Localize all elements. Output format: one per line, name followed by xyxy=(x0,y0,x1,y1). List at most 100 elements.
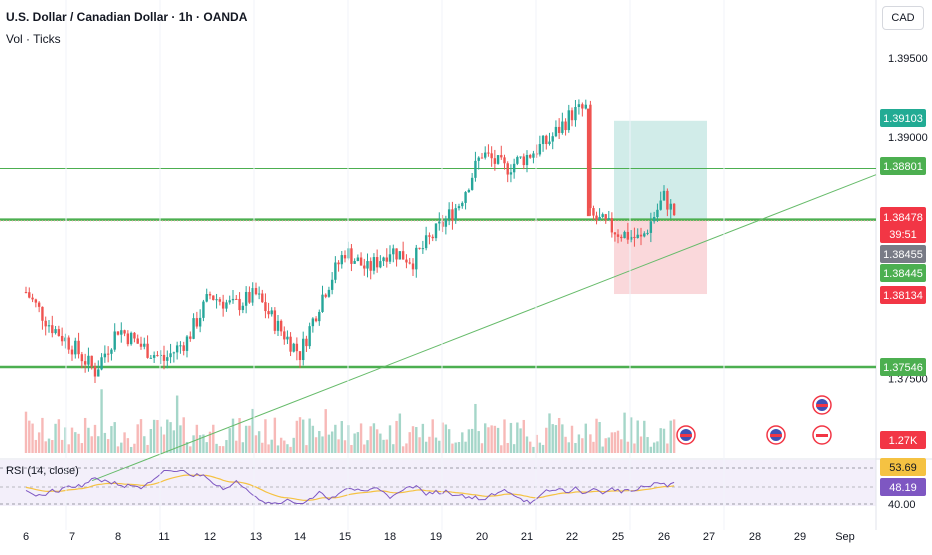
volume-bar xyxy=(231,418,235,453)
volume-bar xyxy=(379,433,382,453)
volume-bar xyxy=(302,419,305,453)
rsi-value-bg xyxy=(880,478,926,496)
candle-up xyxy=(525,155,529,166)
volume-bar xyxy=(311,425,315,453)
us-event-flag-1[interactable] xyxy=(676,425,696,445)
candle-up xyxy=(519,156,522,158)
candle-up xyxy=(607,218,610,220)
volume-bar xyxy=(340,421,343,453)
candle-down xyxy=(418,247,421,249)
flag-stripe xyxy=(770,434,782,437)
candle-down xyxy=(613,232,617,235)
x-axis-label-7: 7 xyxy=(69,531,75,543)
volume-bar xyxy=(633,443,636,453)
volume-bar xyxy=(375,429,379,453)
candle-up xyxy=(327,289,331,297)
volume-bar xyxy=(363,444,366,453)
candle-down xyxy=(529,155,532,158)
candle-up xyxy=(257,293,261,295)
volume-bar xyxy=(428,436,431,453)
x-axis-label-Sep: Sep xyxy=(835,531,855,543)
candle-down xyxy=(493,158,497,164)
resistance-label-bg xyxy=(880,157,926,175)
volume-bar xyxy=(324,409,327,453)
candle-up xyxy=(532,153,535,158)
candle-down xyxy=(90,355,93,367)
candle-up xyxy=(474,160,477,178)
volume-bar xyxy=(454,442,457,453)
volume-bar xyxy=(74,432,77,453)
volume-bar xyxy=(31,423,34,453)
volume-bar xyxy=(570,425,574,453)
candle-up xyxy=(241,305,245,311)
candle-up xyxy=(318,311,321,322)
volume-bar xyxy=(636,420,639,453)
currency-button[interactable]: CAD xyxy=(882,6,924,30)
volume-bar xyxy=(424,441,428,453)
stop-loss-label: 1.38134 xyxy=(883,290,923,302)
x-axis-label-21: 21 xyxy=(521,531,533,543)
rsi-ma-line xyxy=(25,474,675,502)
volume-bar xyxy=(623,412,626,453)
volume-bar xyxy=(143,436,146,453)
candle-up xyxy=(512,163,516,173)
volume-bar xyxy=(525,436,529,453)
candle-down xyxy=(405,259,408,263)
volume-bar xyxy=(103,432,107,453)
candle-down xyxy=(279,320,283,332)
candle-up xyxy=(656,209,659,218)
candle-down xyxy=(592,208,595,216)
event-flags[interactable] xyxy=(676,395,832,445)
candle-down xyxy=(24,292,28,294)
volume-bar xyxy=(662,428,666,453)
volume-bar xyxy=(461,432,464,453)
volume-bar xyxy=(314,437,318,453)
volume-bar xyxy=(604,438,607,453)
candle-down xyxy=(503,157,506,164)
volume-bar xyxy=(509,422,513,453)
horizontal-levels[interactable] xyxy=(0,168,877,482)
candle-up xyxy=(470,177,474,190)
candle-down xyxy=(44,320,47,327)
flag-stripe xyxy=(816,434,828,437)
candle-up xyxy=(467,189,471,193)
volume-bar xyxy=(90,436,93,453)
us-event-flag-2[interactable] xyxy=(766,425,786,445)
candle-up xyxy=(541,135,545,145)
candle-up xyxy=(649,221,653,233)
volume-bar xyxy=(395,420,398,453)
volume-bar xyxy=(561,424,564,453)
volume-bar xyxy=(441,422,444,453)
candle-up xyxy=(292,343,295,352)
x-axis-label-26: 26 xyxy=(658,531,670,543)
volume-last-label-bg xyxy=(880,431,926,449)
candle-down xyxy=(570,110,574,121)
candle-up xyxy=(302,338,305,361)
volume-bar xyxy=(672,419,676,453)
volume-bar xyxy=(554,425,558,453)
candle-up xyxy=(629,236,633,240)
candle-down xyxy=(80,354,84,362)
candle-up xyxy=(149,357,153,359)
rsi-ma-value-bg xyxy=(880,458,926,476)
candle-up xyxy=(424,235,428,249)
volume-bar xyxy=(100,389,103,453)
volume-bar xyxy=(444,424,448,453)
candle-up xyxy=(110,349,113,354)
candle-up xyxy=(74,340,77,355)
take-profit-label: 1.39103 xyxy=(883,113,923,125)
candle-down xyxy=(428,235,431,237)
volume-bar xyxy=(372,423,376,453)
volume-bar xyxy=(106,439,110,453)
candle-up xyxy=(159,354,162,356)
candle-down xyxy=(221,301,225,309)
candle-up xyxy=(175,345,179,353)
candle-up xyxy=(286,336,289,340)
us-event-flag-3[interactable] xyxy=(812,395,832,415)
ca-event-flag[interactable] xyxy=(812,425,832,445)
candle-down xyxy=(337,262,340,265)
candle-down xyxy=(182,345,185,351)
candle-up xyxy=(251,288,254,303)
